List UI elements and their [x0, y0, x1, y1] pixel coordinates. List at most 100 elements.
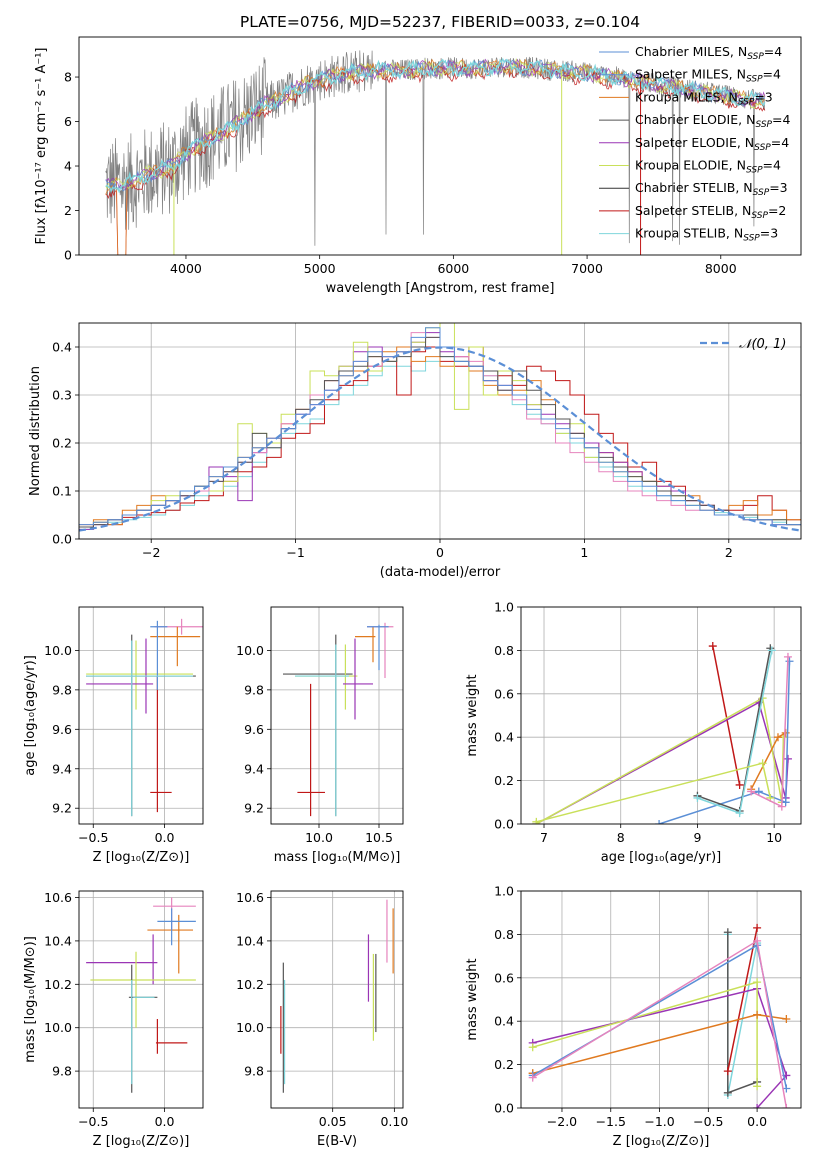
y-tick-label: 0.0 [494, 817, 514, 832]
x-tick-label: 2 [725, 545, 733, 560]
x-tick-label: 1 [580, 545, 588, 560]
axes-frame [78, 890, 204, 1109]
plot-area-z-mass [86, 897, 196, 1093]
y-tick-label: 9.4 [244, 761, 264, 776]
weight-series-line [532, 987, 788, 1108]
axes-z-weight: −2.0 −1.5 −1.0 −0.5 0.0 0.0 0.2 0.4 0.6 0.8 1.0 Z [… [465, 884, 802, 1149]
errorbar-point [367, 624, 389, 671]
errorbar-point [90, 951, 196, 1028]
normal-curve [79, 346, 801, 532]
x-tick-label: −0.5 [693, 1114, 723, 1129]
histogram-series [79, 346, 801, 539]
legend-label: Chabrier MILES, NSSP=4 [635, 44, 782, 62]
weight-marker [528, 1043, 537, 1052]
y-tick-label: 0.6 [494, 970, 514, 985]
x-tick-label: 9 [693, 830, 701, 845]
y-tick-label: 0.8 [494, 643, 514, 658]
weight-series-line [712, 645, 741, 786]
axes-mass-age: 10.0 10.5 9.2 9.4 9.6 9.8 10.0 mass [log₁₀(M/M⊙… [236, 606, 404, 865]
weight-marker [754, 787, 763, 796]
x-tick-label: 8 [617, 830, 625, 845]
x-tick-label: 7000 [571, 261, 603, 276]
weight-marker [753, 1104, 762, 1108]
x-axis-label: (data-model)/error [380, 565, 501, 580]
weight-marker [777, 802, 786, 811]
y-axis-label: mass [log₁₀(M/M⊙)] [23, 936, 38, 1063]
weight-marker [735, 780, 744, 789]
y-tick-label: 9.6 [52, 722, 72, 737]
y-tick-label: 9.6 [244, 722, 264, 737]
x-axis-label: mass [log₁₀(M/M⊙)] [274, 850, 401, 865]
legend-label: Kroupa ELODIE, NSSP=4 [635, 158, 781, 176]
errorbar-point [355, 626, 376, 663]
x-tick-label: 0 [436, 545, 444, 560]
legend-label: Kroupa MILES, NSSP=3 [635, 89, 773, 107]
y-axis-label: mass weight [465, 674, 480, 756]
weight-marker [782, 1104, 791, 1108]
y-tick-label: 0.2 [494, 773, 514, 788]
y-tick-label: 9.8 [244, 682, 264, 697]
weight-marker [708, 642, 717, 651]
x-axis-label: wavelength [Angstrom, rest frame] [326, 281, 555, 296]
axes-frame [270, 890, 404, 1109]
weight-marker [785, 657, 794, 666]
y-tick-label: 10.6 [44, 890, 72, 905]
errorbar-point [147, 914, 194, 974]
axes-frame [520, 606, 802, 825]
x-tick-label: −2 [142, 545, 160, 560]
plot-area-mass-age [283, 622, 394, 817]
x-tick-label: −0.5 [78, 1114, 108, 1129]
axes-ebv-mass: 0.05 0.10 9.8 10.0 10.2 10.4 10.6 E(B-V) [236, 890, 408, 1149]
y-tick-label: 10.4 [44, 933, 72, 948]
y-tick-label: 0.6 [494, 686, 514, 701]
axes-frame [78, 606, 204, 825]
weight-series-line [535, 701, 789, 824]
y-tick-label: 10.0 [44, 1020, 72, 1035]
y-axis-label: age [log₁₀(age/yr)] [23, 655, 38, 776]
x-tick-label: 4000 [170, 261, 202, 276]
y-tick-label: 0.0 [52, 532, 72, 547]
weight-series-line [535, 696, 785, 824]
plot-area-z-age [86, 618, 203, 817]
spectrum-model-line [105, 58, 765, 255]
errorbar-point [150, 626, 201, 667]
errorbar-point [343, 638, 373, 720]
y-tick-label: 9.2 [52, 801, 72, 816]
y-tick-label: 10.2 [236, 977, 264, 992]
weight-marker [532, 817, 541, 824]
weight-marker [758, 759, 767, 768]
x-tick-label: 6000 [437, 261, 469, 276]
plot-area-z-weight [528, 923, 791, 1108]
y-tick-label: 9.4 [52, 761, 72, 776]
weight-series-line [727, 934, 758, 1096]
errorbar-point [295, 644, 358, 710]
legend-label: Salpeter STELIB, NSSP=2 [635, 203, 786, 221]
weight-marker [773, 733, 782, 742]
x-tick-label: −1.0 [644, 1114, 674, 1129]
legend-label: Chabrier ELODIE, NSSP=4 [635, 112, 790, 130]
y-tick-label: 0.8 [494, 927, 514, 942]
y-tick-label: 0 [64, 248, 72, 263]
y-axis-label: Normed distribution [28, 366, 43, 496]
weight-marker [723, 928, 732, 937]
weight-marker [753, 1010, 762, 1019]
errorbar-point [155, 1019, 188, 1054]
x-tick-label: 0.10 [380, 1114, 408, 1129]
legend-label: Chabrier STELIB, NSSP=3 [635, 180, 788, 198]
weight-marker [528, 1073, 537, 1082]
y-tick-label: 0.0 [494, 1101, 514, 1116]
axes-frame [270, 606, 404, 825]
weight-marker [693, 793, 702, 802]
errorbar-point [150, 620, 168, 690]
weight-marker [783, 652, 792, 661]
weight-marker [753, 936, 762, 945]
y-tick-label: 8 [64, 70, 72, 85]
y-tick-label: 1.0 [494, 884, 514, 899]
plot-area-residuals [79, 323, 801, 539]
y-axis-label: mass weight [465, 958, 480, 1040]
legend-label: Salpeter MILES, NSSP=4 [635, 67, 781, 85]
y-tick-label: 0.4 [494, 1014, 514, 1029]
y-tick-label: 10.0 [44, 643, 72, 658]
x-axis-label: Z [log₁₀(Z/Z⊙)] [93, 1134, 190, 1149]
y-tick-label: 10.0 [236, 643, 264, 658]
